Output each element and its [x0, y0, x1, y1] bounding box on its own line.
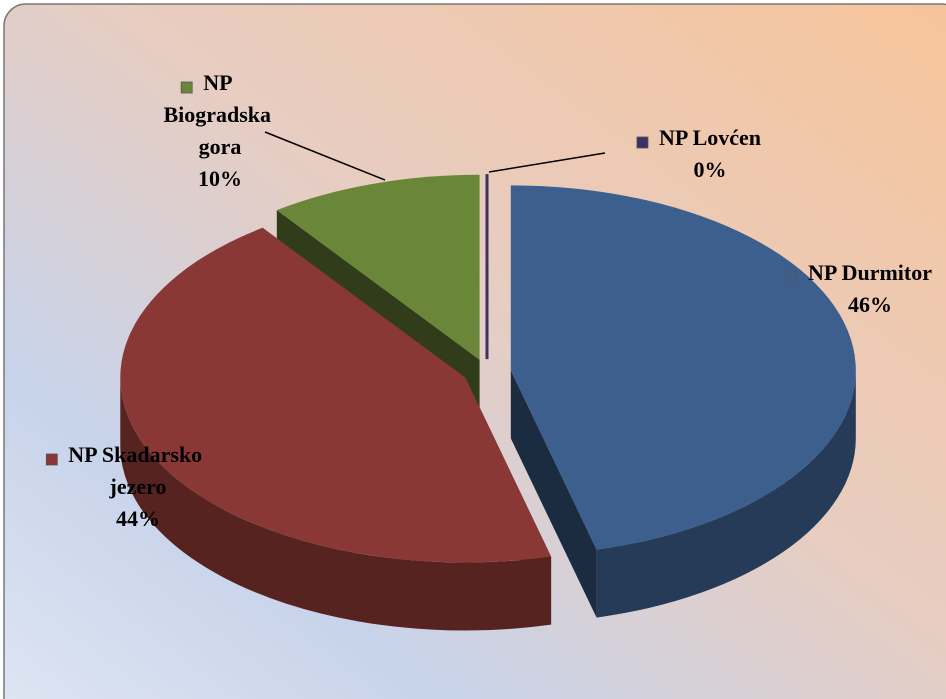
data-label-category: NP Biogradska gora [163, 70, 276, 159]
slice-side [120, 377, 552, 631]
data-label-value: 10% [198, 166, 242, 191]
data-labels: NP Durmitor 46% NP Skadarsko jezero 44% NP B… [45, 70, 932, 531]
label-line: NP Durmitor [808, 260, 932, 285]
pie-tops [120, 174, 856, 563]
legend-marker [180, 81, 193, 94]
label-line: NP Skadarsko [68, 442, 207, 467]
label-line: NP Lovćen [659, 125, 761, 150]
data-label-category: NP Skadarsko jezero [68, 442, 207, 499]
label-line: NP [203, 70, 237, 95]
pie-slice [510, 185, 856, 550]
legend-marker [636, 136, 649, 149]
leader-line [488, 152, 606, 173]
slice-edge-face [510, 370, 597, 618]
label-line: jezero [109, 474, 167, 499]
legend-marker [45, 453, 58, 466]
label-line: Biogradska [163, 102, 276, 127]
leader-line [264, 131, 386, 181]
data-label-value: 0% [694, 157, 727, 182]
data-label-category: NP Durmitor [808, 260, 932, 285]
data-label-category: NP Lovćen [659, 125, 761, 150]
legend-marker [785, 271, 798, 284]
data-label-value: 44% [116, 506, 160, 531]
data-label-value: 46% [848, 292, 892, 317]
label-line: gora [199, 134, 242, 159]
pie-slice [120, 227, 552, 563]
pie-slice [276, 174, 480, 360]
slice-side [596, 370, 856, 618]
